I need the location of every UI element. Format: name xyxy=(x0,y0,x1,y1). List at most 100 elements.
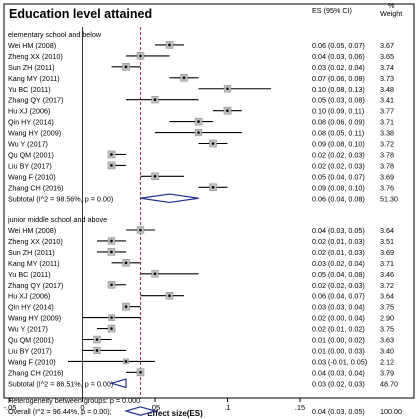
study-es-value: 0.08 (0.06, 0.09) xyxy=(312,118,365,127)
point-estimate xyxy=(124,305,128,308)
study-label: Zhang CH (2016) xyxy=(8,183,64,192)
study-es-value: 0.04 (0.03, 0.05) xyxy=(312,226,365,235)
study-weight-value: 3.75 xyxy=(380,325,394,334)
study-es-value: 0.02 (0.01, 0.02) xyxy=(312,325,365,334)
point-estimate xyxy=(153,98,157,101)
point-estimate xyxy=(168,43,171,47)
study-weight-value: 3.64 xyxy=(380,226,394,235)
study-weight-value: 3.41 xyxy=(380,96,394,105)
point-estimate xyxy=(110,239,113,243)
study-label: Wang HY (2009) xyxy=(8,129,61,138)
x-tick-label: .1 xyxy=(224,403,230,412)
point-estimate xyxy=(110,164,113,167)
study-label: Kang MY (2011) xyxy=(8,259,60,268)
study-es-value: 0.02 (0.00, 0.04) xyxy=(312,314,365,323)
study-weight-value: 3.51 xyxy=(380,237,394,246)
point-estimate xyxy=(95,338,99,341)
study-label: Qin HY (2014) xyxy=(8,118,54,127)
study-label: Qu QM (2001) xyxy=(8,150,54,159)
study-label: Zhang QY (2017) xyxy=(8,96,63,105)
point-estimate xyxy=(211,142,215,145)
study-weight-value: 3.69 xyxy=(380,172,394,181)
overall-label: Overall (I^2 = 96.44%, p = 0.00); xyxy=(8,407,112,416)
study-label: Zhang QY (2017) xyxy=(8,281,63,290)
study-es-value: 0.02 (0.01, 0.03) xyxy=(312,248,365,257)
rows-layer: elementary school and below Wei HM (2008)… xyxy=(7,30,402,416)
study-label: Wu Y (2017) xyxy=(8,325,48,334)
point-estimate xyxy=(168,294,171,298)
point-estimate xyxy=(226,109,229,112)
study-es-value: 0.03 (0.02, 0.04) xyxy=(312,63,365,72)
study-label: Hu XJ (2006) xyxy=(8,292,50,301)
study-weight-value: 3.79 xyxy=(380,368,394,377)
point-estimate xyxy=(110,250,113,254)
study-weight-value: 3.40 xyxy=(380,346,394,355)
study-es-value: 0.04 (0.03, 0.06) xyxy=(312,52,365,61)
study-weight-value: 3.69 xyxy=(380,248,394,257)
study-weight-value: 3.75 xyxy=(380,303,394,312)
subtotal-weight-value: 51.30 xyxy=(380,194,398,203)
group-title: junior middle school and above xyxy=(7,215,107,224)
frame-layer: Education level attained ES (95% CI) % Weig… xyxy=(3,1,415,418)
subtotal-label: Subtotal (I^2 = 86.51%, p = 0.00) xyxy=(8,379,113,388)
marks-layer xyxy=(68,41,271,416)
x-tick-label: .15 xyxy=(295,403,305,412)
study-es-value: 0.02 (0.02, 0.03) xyxy=(312,150,365,159)
study-label: Qu QM (2001) xyxy=(8,336,54,345)
study-label: Zheng XX (2010) xyxy=(8,52,63,61)
study-weight-value: 2.90 xyxy=(380,314,394,323)
study-label: Wang HY (2009) xyxy=(8,314,61,323)
study-label: Wei HM (2008) xyxy=(8,41,56,50)
x-axis-label: Effect size(ES) xyxy=(147,409,203,418)
study-es-value: 0.10 (0.09, 0.11) xyxy=(312,107,364,116)
group-title: elementary school and below xyxy=(8,30,102,39)
study-weight-value: 3.72 xyxy=(380,140,394,149)
point-estimate xyxy=(226,87,229,91)
study-label: Yu BC (2011) xyxy=(8,85,51,94)
study-es-value: 0.06 (0.05, 0.07) xyxy=(312,41,365,50)
point-estimate xyxy=(197,120,200,123)
point-estimate xyxy=(153,272,157,276)
subtotal-diamond xyxy=(140,193,199,204)
study-es-value: 0.04 (0.03, 0.04) xyxy=(312,368,365,377)
overall-diamond xyxy=(123,406,158,416)
study-es-value: 0.02 (0.02, 0.03) xyxy=(312,161,365,170)
study-weight-value: 3.71 xyxy=(380,259,394,268)
study-es-value: 0.01 (0.00, 0.02) xyxy=(312,336,365,345)
overall-es-value: 0.04 (0.03, 0.05) xyxy=(312,407,365,416)
point-estimate xyxy=(124,360,128,363)
study-es-value: 0.08 (0.05, 0.11) xyxy=(312,129,364,138)
x-tick-label: .05 xyxy=(150,403,160,412)
point-estimate xyxy=(153,175,157,178)
subtotal-es-value: 0.03 (0.02, 0.03) xyxy=(312,379,365,388)
study-weight-value: 3.67 xyxy=(380,41,394,50)
point-estimate xyxy=(110,327,113,330)
study-label: Wang F (2010) xyxy=(8,172,56,181)
point-estimate xyxy=(182,76,186,80)
point-estimate xyxy=(197,131,200,134)
study-es-value: 0.05 (0.04, 0.07) xyxy=(312,172,365,181)
point-estimate xyxy=(139,228,142,232)
header-es: ES (95% CI) xyxy=(312,6,352,15)
study-label: Sun ZH (2011) xyxy=(8,248,55,257)
point-estimate xyxy=(110,283,113,287)
study-es-value: 0.02 (0.02, 0.03) xyxy=(312,281,365,290)
point-estimate xyxy=(139,54,142,58)
study-es-value: 0.09 (0.08, 0.10) xyxy=(312,183,365,192)
study-weight-value: 3.78 xyxy=(380,150,394,159)
header-weight: % Weight xyxy=(380,1,402,18)
subtotal-label: Subtotal (I^2 = 98.56%, p = 0.00) xyxy=(8,194,113,203)
study-weight-value: 3.73 xyxy=(380,74,394,83)
study-label: Liu BY (2017) xyxy=(8,161,52,170)
study-label: Hu XJ (2006) xyxy=(8,107,50,116)
study-es-value: 0.03 (-0.01, 0.05) xyxy=(312,357,367,366)
study-es-value: 0.06 (0.04, 0.07) xyxy=(312,292,365,301)
study-weight-value: 3.64 xyxy=(380,292,394,301)
study-label: Qin HY (2014) xyxy=(8,303,54,312)
study-weight-value: 3.65 xyxy=(380,52,394,61)
study-label: Wu Y (2017) xyxy=(8,140,48,149)
subtotal-es-value: 0.06 (0.04, 0.08) xyxy=(312,194,365,203)
study-es-value: 0.05 (0.04, 0.08) xyxy=(312,270,365,279)
study-label: Wang F (2010) xyxy=(8,357,56,366)
